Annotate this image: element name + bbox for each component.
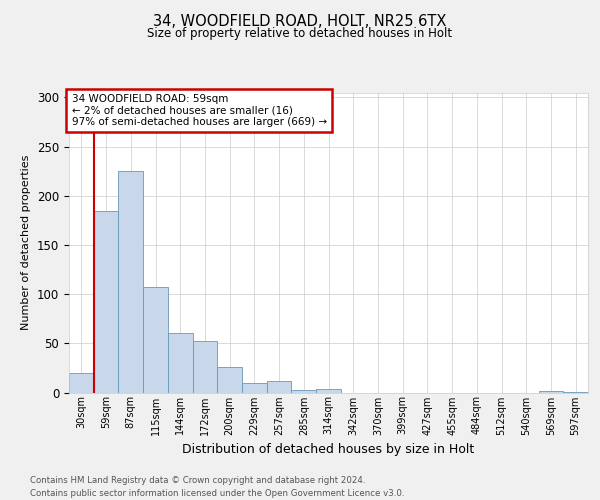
Bar [242, 382, 267, 392]
Bar [217, 367, 242, 392]
Bar [267, 380, 292, 392]
Text: Contains HM Land Registry data © Crown copyright and database right 2024.: Contains HM Land Registry data © Crown c… [30, 476, 365, 485]
Bar [94, 210, 118, 392]
Bar [539, 390, 563, 392]
Bar [118, 171, 143, 392]
Bar [316, 388, 341, 392]
Y-axis label: Number of detached properties: Number of detached properties [22, 155, 31, 330]
Bar [168, 334, 193, 392]
Text: Contains public sector information licensed under the Open Government Licence v3: Contains public sector information licen… [30, 489, 404, 498]
Bar [193, 342, 217, 392]
X-axis label: Distribution of detached houses by size in Holt: Distribution of detached houses by size … [182, 443, 475, 456]
Bar [143, 288, 168, 393]
Bar [292, 390, 316, 392]
Bar [69, 373, 94, 392]
Text: 34 WOODFIELD ROAD: 59sqm
← 2% of detached houses are smaller (16)
97% of semi-de: 34 WOODFIELD ROAD: 59sqm ← 2% of detache… [71, 94, 327, 127]
Text: Size of property relative to detached houses in Holt: Size of property relative to detached ho… [148, 28, 452, 40]
Text: 34, WOODFIELD ROAD, HOLT, NR25 6TX: 34, WOODFIELD ROAD, HOLT, NR25 6TX [154, 14, 446, 29]
